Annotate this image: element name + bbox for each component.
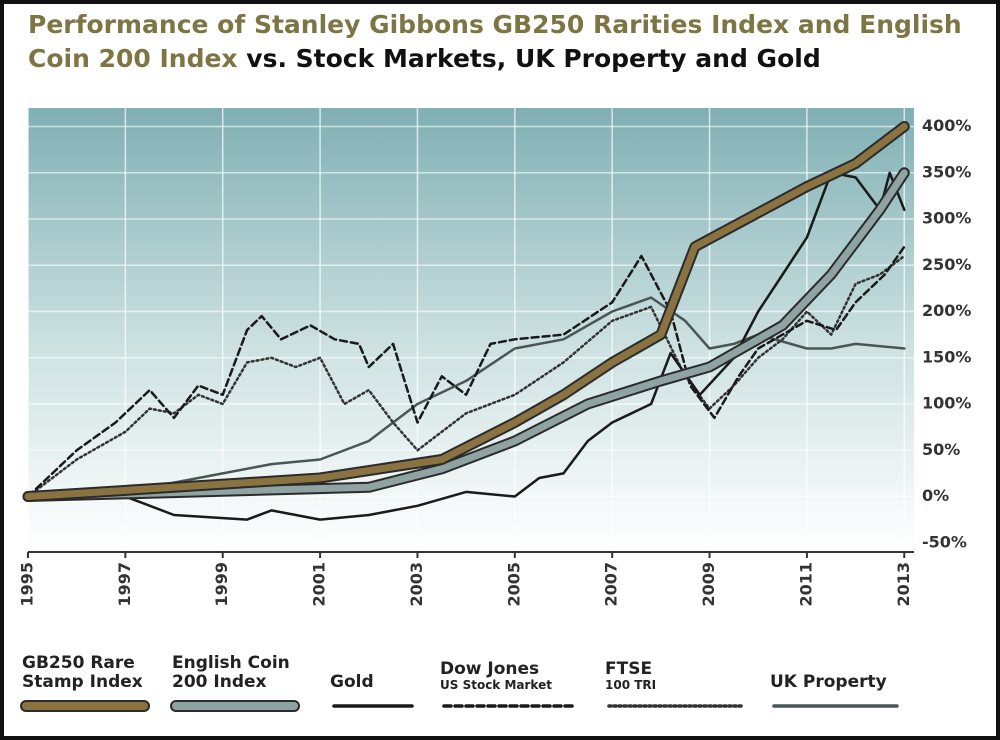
legend-sub: US Stock Market [440,678,552,692]
chart-title: Performance of Stanley Gibbons GB250 Rar… [28,8,988,76]
x-tick-label: 1999 [212,562,231,607]
title-rest: vs. Stock Markets, UK Property and Gold [246,44,821,73]
y-tick-label: 100% [922,394,971,413]
y-tick-label: 0% [922,486,949,505]
legend-name: English Coin 200 Index [172,653,290,692]
y-tick-label: 200% [922,301,971,320]
y-tick-label: -50% [922,532,967,551]
y-tick-label: 350% [922,162,971,181]
x-tick-label: 1997 [115,562,134,607]
legend-label: GB250 Rare Stamp Index [22,654,152,692]
legend-label: FTSE 100 TRI [605,660,750,692]
legend-sub: 100 TRI [605,678,657,692]
legend-label: UK Property [770,673,905,692]
y-tick-label: 150% [922,347,971,366]
x-tick-label: 2001 [310,562,329,607]
series-line [26,245,906,498]
legend-label: Dow Jones US Stock Market [440,660,580,692]
x-tick-label: 1995 [18,562,37,607]
x-tick-label: 2005 [504,562,523,607]
legend-name: UK Property [770,672,887,692]
x-tick-label: 2003 [407,562,426,607]
series-line [24,123,908,500]
series-line [26,254,906,498]
legend-name: Gold [330,672,374,692]
series-line [24,169,908,500]
legend-label: English Coin 200 Index [172,654,302,692]
series-line [26,171,906,521]
legend-name: FTSE [605,659,653,679]
legend-name: Dow Jones [440,659,540,679]
x-tick-label: 2007 [602,562,621,607]
title-highlight: Performance of Stanley Gibbons GB250 Rar… [28,10,962,73]
y-tick-label: 50% [922,440,960,459]
x-tick-label: 2009 [699,562,718,607]
x-tick-label: 2013 [894,562,913,607]
y-tick-label: 300% [922,209,971,228]
legend-name: GB250 Rare Stamp Index [22,653,143,692]
x-tick-label: 2011 [796,562,815,607]
series-line [26,296,906,498]
legend-label: Gold [330,673,420,692]
y-tick-label: 250% [922,255,971,274]
y-tick-label: 400% [922,116,971,135]
